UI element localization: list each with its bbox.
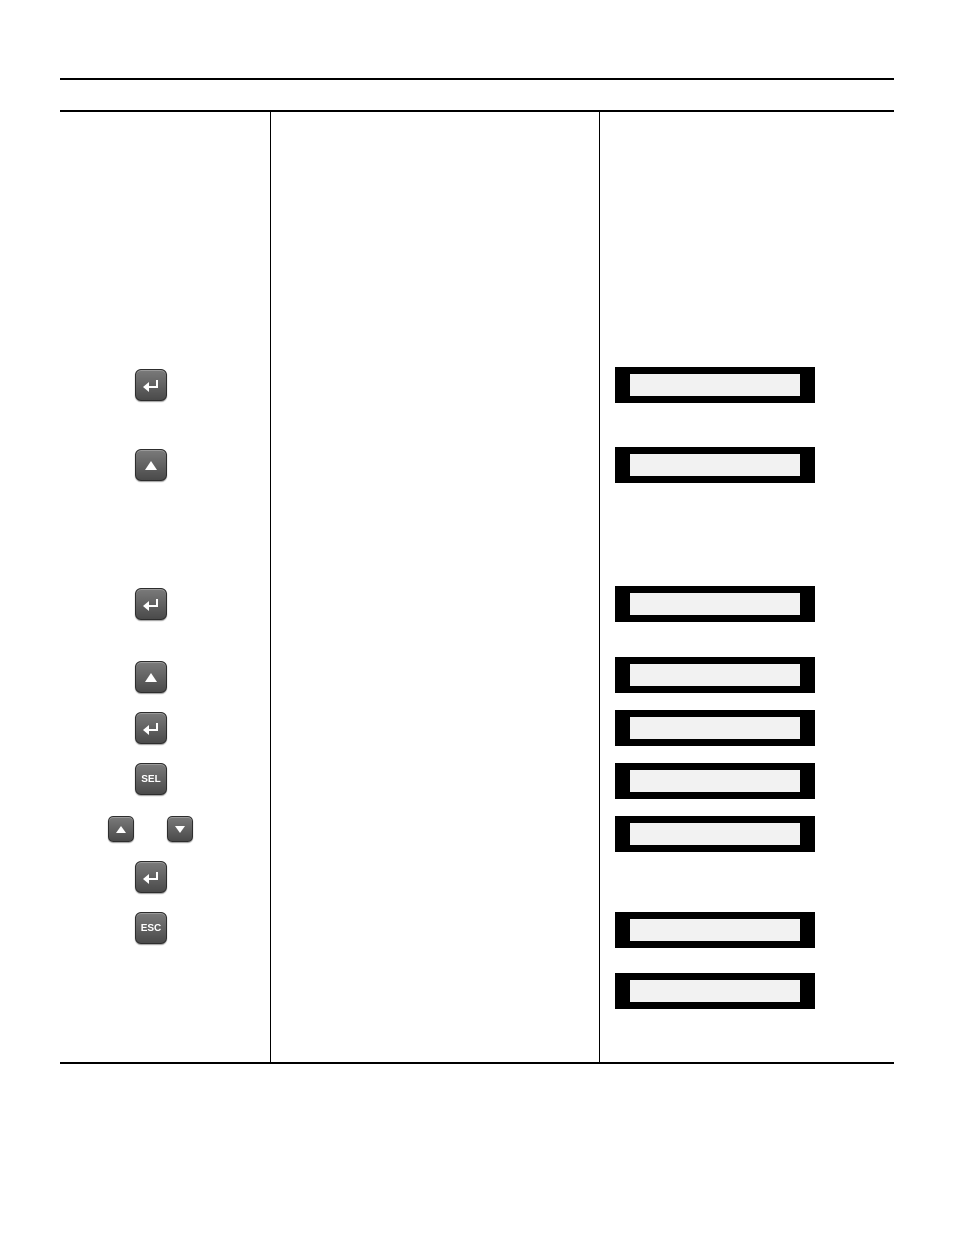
key-sel[interactable]: SEL [135,763,167,795]
lcd-1-screen [629,373,801,397]
key-up-small[interactable] [108,816,134,842]
enter-icon [144,599,158,609]
lcd-3-screen [629,592,801,616]
key-enter-3[interactable] [135,712,167,744]
lcd-9-screen [629,979,801,1003]
lcd-8-screen [629,918,801,942]
description-column [270,112,600,1062]
enter-icon [144,723,158,733]
lcd-6-screen [629,769,801,793]
lcd-5-screen [629,716,801,740]
lcd-6 [615,763,815,799]
key-esc-label: ESC [141,923,162,934]
lcd-9 [615,973,815,1009]
lcd-2-screen [629,453,801,477]
manual-page: SEL ESC [0,0,954,1235]
key-sel-label: SEL [141,774,160,785]
lcd-7 [615,816,815,852]
key-dn-small[interactable] [167,816,193,842]
keys-column: SEL ESC [60,112,270,1062]
key-up-1[interactable] [135,449,167,481]
lcd-4-screen [629,663,801,687]
enter-icon [144,380,158,390]
lcd-2 [615,447,815,483]
display-column [600,112,894,1062]
lcd-8 [615,912,815,948]
lcd-3 [615,586,815,622]
key-esc[interactable]: ESC [135,912,167,944]
arrow-up-icon [145,461,157,470]
key-enter-2[interactable] [135,588,167,620]
arrow-up-icon [116,826,126,833]
header-rule [60,78,894,80]
enter-icon [144,872,158,882]
lcd-5 [615,710,815,746]
lcd-4 [615,657,815,693]
key-enter-4[interactable] [135,861,167,893]
key-enter-1[interactable] [135,369,167,401]
arrow-down-icon [175,826,185,833]
key-up-2[interactable] [135,661,167,693]
three-column-table: SEL ESC [60,110,894,1064]
arrow-up-icon [145,673,157,682]
lcd-1 [615,367,815,403]
lcd-7-screen [629,822,801,846]
